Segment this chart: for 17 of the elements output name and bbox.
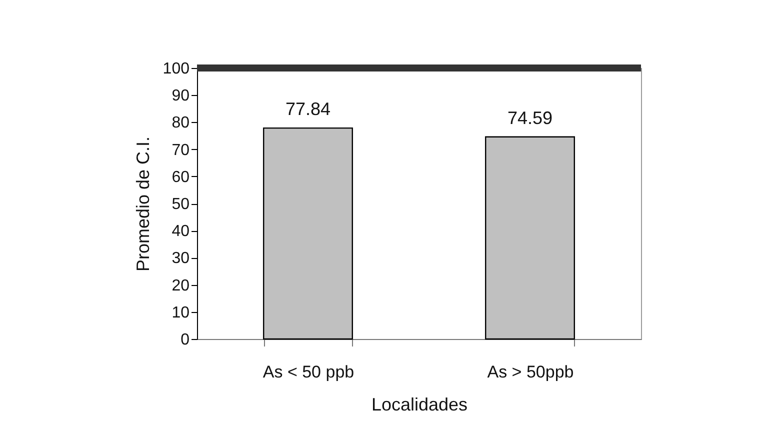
x-tick-label: As < 50 ppb	[262, 362, 354, 382]
y-tick-label: 10	[172, 304, 190, 322]
y-tick-label: 30	[172, 250, 190, 268]
y-tick-label: 0	[180, 332, 190, 348]
y-tick-label: 40	[172, 223, 190, 240]
y-tick-label: 50	[172, 196, 190, 213]
x-tick-label: As > 50ppb	[487, 362, 574, 382]
data-label: 77.84	[285, 99, 331, 120]
y-tick-label: 20	[172, 277, 190, 294]
y-tick-label: 70	[172, 142, 190, 159]
y-tick-label: 90	[172, 88, 190, 105]
y-axis-title: Promedio de C.I.	[132, 136, 153, 272]
x-axis-title: Localidades	[371, 394, 468, 414]
data-label: 74.59	[507, 108, 553, 128]
y-tick-label: 100	[162, 60, 190, 78]
y-tick-label: 80	[172, 114, 190, 132]
y-tick-label: 60	[172, 168, 190, 186]
